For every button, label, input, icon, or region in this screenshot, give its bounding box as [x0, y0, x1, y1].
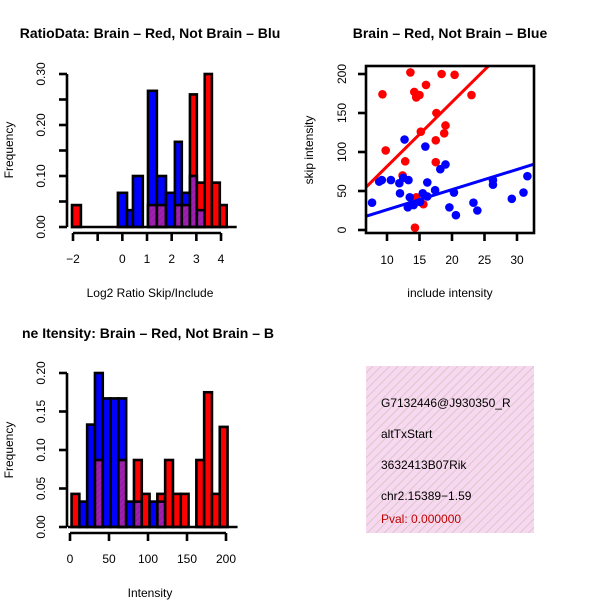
scatter-point-blue: [473, 206, 482, 215]
ratio-x-tick-label: 2: [168, 252, 175, 266]
histogram-ratio: 0.00 0.10 0.20 0.30 −2 0 1 2 3 4: [34, 62, 237, 266]
info-probe-id: G7132446@J930350_R: [381, 396, 511, 410]
scatter-point-blue: [523, 171, 532, 181]
ratio-x-tick-label: 3: [193, 252, 200, 266]
scatter-point-blue: [367, 198, 377, 207]
scatter-point-blue: [386, 175, 396, 185]
scatter-point-blue: [400, 135, 409, 144]
scatter-point-red: [467, 90, 476, 100]
ratio-y-tick-label: 0.00: [34, 215, 48, 239]
info-box-background: [366, 366, 534, 533]
info-pval: Pval: 0.000000: [381, 512, 461, 526]
intensity-y-tick-label: 0.05: [34, 476, 48, 500]
scatter-plot-area: [366, 66, 534, 232]
scatter-point-blue: [404, 175, 413, 185]
ratio-bar-red: [70, 203, 83, 229]
intensity-x-tick-label: 100: [138, 552, 158, 566]
scatter-y-tick-label: 200: [335, 64, 349, 84]
intensity-x-tick-label: 200: [216, 552, 236, 566]
scatter-point-red: [411, 93, 421, 102]
scatter-title: Brain – Red, Not Brain – Blue: [353, 25, 548, 41]
ratio-y-tick-label: 0.10: [34, 164, 48, 188]
intensity-x-tick-label: 150: [177, 552, 197, 566]
info-gene: 3632413B07Rik: [381, 458, 467, 472]
scatter-x-tick-label: 15: [413, 253, 427, 267]
histogram-intensity-title: ne Itensity: Brain – Red, Not Brain – B: [22, 325, 274, 341]
scatter-point-blue: [395, 189, 405, 198]
scatter-point-blue: [445, 203, 454, 212]
ratio-y-tick-label: 0.30: [34, 62, 48, 86]
scatter-y-tick-label: 150: [335, 103, 349, 123]
histogram-ratio-xlabel: Log2 Ratio Skip/Include: [87, 286, 214, 300]
ratio-x-tick-label: 1: [144, 252, 151, 266]
scatter-point-red: [437, 69, 446, 79]
scatter-point-red: [431, 136, 441, 145]
scatter-point-red: [378, 89, 387, 99]
intensity-x-tick-label: 0: [67, 552, 74, 566]
scatter-x-tick-label: 30: [510, 253, 524, 267]
scatter-x-tick-label: 20: [445, 253, 459, 267]
scatter-y-tick-label: 50: [335, 184, 349, 198]
scatter-point-blue: [451, 210, 461, 220]
ratio-bar-blue: [116, 191, 129, 229]
scatter-point-red: [410, 223, 420, 232]
regression-line-red: [366, 66, 491, 189]
scatter-point-blue: [507, 194, 517, 204]
scatter-point-red: [450, 70, 459, 80]
scatter-y-tick-label: 100: [335, 142, 349, 162]
scatter-ylabel: skip intensity: [302, 116, 316, 185]
scatter-point-blue: [377, 175, 387, 185]
scatter-point-blue: [488, 180, 498, 190]
info-event-type: altTxStart: [381, 427, 433, 441]
scatter-x-tick-label: 10: [380, 253, 394, 267]
ratio-x-tick-label: 0: [119, 252, 126, 266]
intensity-bar-red: [179, 492, 190, 529]
scatter-point-red: [421, 80, 431, 90]
ratio-bar-red: [218, 203, 228, 229]
ratio-bar-blue: [131, 174, 145, 229]
histogram-intensity-xlabel: Intensity: [128, 586, 173, 600]
info-location: chr2.15389−1.59: [381, 489, 472, 503]
ratio-x-tick-label: 4: [218, 252, 225, 266]
intensity-y-tick-label: 0.10: [34, 438, 48, 462]
scatter-point-blue: [430, 185, 440, 195]
ratio-bar-overlap: [146, 203, 159, 229]
scatter-point-blue: [405, 192, 415, 202]
histogram-ratio-title: RatioData: Brain – Red, Not Brain – Blu: [20, 25, 281, 41]
histogram-intensity-ylabel: Frequency: [2, 422, 16, 479]
scatter-point-red: [441, 121, 450, 130]
scatter-point-blue: [423, 178, 432, 187]
scatter-frame: [364, 64, 536, 235]
scatter-xlabel: include intensity: [407, 286, 492, 300]
scatter-point-red: [439, 128, 449, 138]
intensity-y-tick-label: 0.20: [34, 361, 48, 385]
histogram-ratio-ylabel: Frequency: [2, 122, 16, 179]
intensity-bar-red: [218, 425, 229, 529]
scatter-point-red: [406, 68, 415, 77]
scatter-point-red: [400, 157, 410, 166]
scatter-point-blue: [519, 188, 528, 197]
ratio-bar-blue: [164, 191, 177, 229]
scatter-point-red: [431, 157, 441, 167]
scatter-point-blue: [469, 198, 478, 207]
intensity-y-tick-label: 0.00: [34, 515, 48, 539]
ratio-x-tick-label: −2: [66, 252, 80, 266]
ratio-bar-overlap: [155, 203, 168, 229]
regression-line-blue: [366, 162, 534, 218]
intensity-x-tick-label: 50: [102, 552, 116, 566]
scatter-x-tick-label: 25: [478, 253, 492, 267]
scatter-point-red: [381, 146, 391, 155]
scatter-point-blue: [441, 160, 450, 169]
scatter-plot: 10 15 20 25 30 0 50 100 150 200: [335, 64, 536, 267]
scatter-point-blue: [421, 142, 430, 151]
ratio-y-tick-label: 0.20: [34, 113, 48, 137]
info-box: G7132446@J930350_R altTxStart 3632413B07…: [366, 366, 534, 533]
scatter-y-tick-label: 0: [335, 226, 349, 233]
histogram-intensity: 0.00 0.05 0.10 0.15 0.20 0 50 100 150 200: [34, 361, 238, 566]
intensity-y-tick-label: 0.15: [34, 399, 48, 423]
